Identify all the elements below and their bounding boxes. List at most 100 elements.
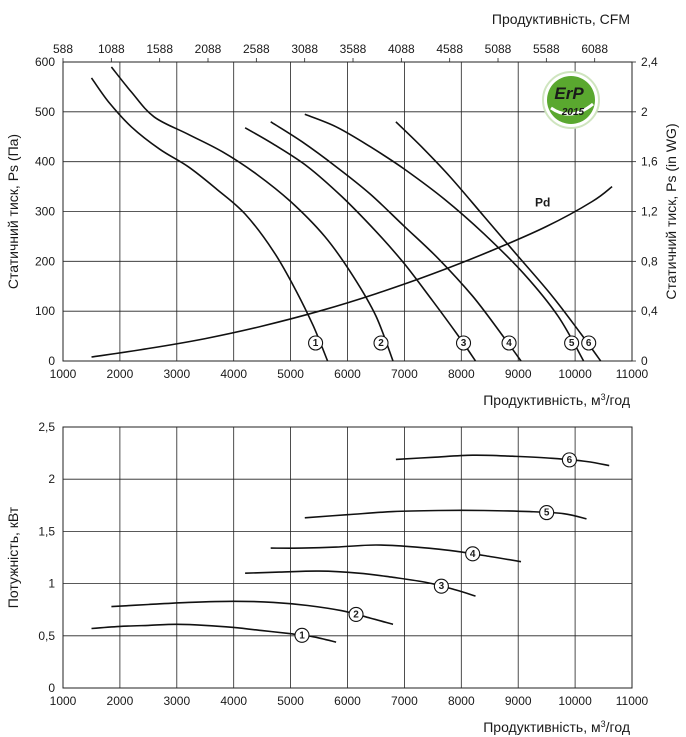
x-axis-title: Продуктивність, м3/год — [483, 392, 630, 408]
x-tick-label: 1000 — [50, 694, 77, 708]
x-tick-label: 9000 — [505, 694, 532, 708]
plot-frame — [62, 426, 633, 689]
y2-tick-label: 1,2 — [641, 205, 658, 219]
curve-marker-circle — [561, 452, 577, 468]
curve-marker-label: 3 — [439, 581, 445, 592]
x-tick-label: 3000 — [163, 694, 190, 708]
y-axis-title: Потужність, кВт — [5, 506, 21, 608]
series-curve-5 — [304, 509, 587, 520]
x-tick-label: 9000 — [505, 367, 532, 381]
y2-tick-label: 1,6 — [641, 155, 658, 169]
curve-marker-circle — [433, 578, 449, 594]
y-tick-label: 1,5 — [38, 524, 55, 538]
x-tick-label: 8000 — [448, 694, 475, 708]
curve-marker-6: 6 — [561, 452, 577, 468]
curve-marker-label: 6 — [567, 455, 573, 466]
curve-marker-circle — [539, 505, 555, 521]
x-tick-label: 4000 — [220, 367, 247, 381]
curve-marker-label: 2 — [353, 609, 359, 620]
x-tick-label: 11000 — [616, 694, 649, 708]
curve-marker-label: 2 — [378, 338, 384, 349]
y2-tick-label: 2 — [641, 105, 648, 119]
y2-tick-label: 0 — [641, 354, 648, 368]
curve-marker-label: 1 — [313, 338, 319, 349]
curve-marker-3: 3 — [433, 578, 449, 594]
x-tick-label: 1000 — [50, 367, 77, 381]
curve-marker-label: 1 — [299, 630, 305, 641]
curve-marker-5: 5 — [564, 335, 580, 351]
curve-marker-circle — [294, 627, 310, 643]
series-curve-4 — [270, 544, 522, 563]
curve-marker-label: 5 — [569, 338, 575, 349]
x2-tick-label: 2088 — [195, 42, 222, 56]
power-chart: 1000 2000 3000 4000 5000 6000 7000 8000 9000 1000… — [5, 420, 649, 735]
x-tick-label: 6000 — [334, 694, 361, 708]
x-tick-label: 7000 — [391, 694, 418, 708]
x2-tick-label: 6088 — [581, 42, 608, 56]
curve-marker-1: 1 — [294, 627, 310, 643]
series-curve-4 — [270, 121, 522, 362]
x2-tick-label: 1088 — [98, 42, 125, 56]
series-curve-Pd — [91, 185, 613, 358]
x-tick-label: 10000 — [558, 367, 592, 381]
x-tick-label: 7000 — [391, 367, 418, 381]
x2-tick-label: 2588 — [243, 42, 270, 56]
pressure-chart: 1000 2000 3000 4000 5000 6000 7000 8000 9000 1000… — [5, 11, 679, 408]
y-tick-label: 0 — [48, 354, 55, 368]
x2-tick-label: 4088 — [388, 42, 415, 56]
y2-tick-label: 2,4 — [641, 55, 658, 69]
series-curve-2 — [110, 66, 394, 362]
x-tick-label: 5000 — [277, 694, 304, 708]
x-tick-label: 10000 — [558, 694, 592, 708]
series-curve-6 — [395, 121, 602, 362]
curve-marker-circle — [373, 335, 389, 351]
y-tick-label: 0,5 — [38, 629, 55, 643]
y2-axis-title: Статичний тиск, Ps (in WG) — [663, 123, 679, 299]
y-tick-label: 300 — [35, 205, 55, 219]
curve-marker-label: 5 — [544, 508, 550, 519]
x2-tick-label: 1588 — [146, 42, 173, 56]
series-curve-3 — [245, 570, 476, 597]
x-tick-label: 11000 — [616, 367, 649, 381]
plot-frame — [62, 61, 633, 362]
x-tick-label: 4000 — [220, 694, 247, 708]
x2-tick-label: 5088 — [485, 42, 512, 56]
x-tick-label: 2000 — [107, 367, 134, 381]
y-tick-label: 1 — [48, 577, 55, 591]
y-tick-label: 600 — [35, 55, 55, 69]
y2-tick-label: 0,8 — [641, 254, 658, 268]
curve-marker-circle — [308, 335, 324, 351]
x2-tick-label: 3588 — [340, 42, 367, 56]
curve-marker-label: 3 — [461, 338, 467, 349]
x-tick-label: 6000 — [334, 367, 361, 381]
series-curve-5 — [304, 113, 585, 362]
series-curve-3 — [244, 127, 477, 362]
series-curve-6 — [395, 454, 610, 467]
y-axis-title: Статичний тиск, Ps (Па) — [5, 134, 21, 289]
curve-marker-2: 2 — [373, 335, 389, 351]
x-tick-label: 5000 — [277, 367, 304, 381]
curve-marker-label: 4 — [506, 338, 512, 349]
x2-axis-title: Продуктивність, CFM — [492, 11, 630, 27]
x2-tick-label: 3088 — [291, 42, 318, 56]
curve-marker-circle — [501, 335, 517, 351]
curve-marker-circle — [465, 546, 481, 562]
curve-marker-5: 5 — [539, 505, 555, 521]
curve-marker-3: 3 — [455, 335, 472, 351]
x2-tick-label: 588 — [53, 42, 73, 56]
erp-badge-title: ErP — [554, 84, 584, 103]
y-tick-label: 200 — [35, 254, 55, 268]
curve-marker-4: 4 — [501, 335, 517, 351]
y-tick-label: 100 — [35, 304, 55, 318]
x-axis-title: Продуктивність, м3/год — [483, 719, 630, 735]
curve-marker-label: 4 — [470, 549, 476, 560]
y-tick-label: 400 — [35, 155, 55, 169]
erp-badge-swoosh — [550, 102, 594, 116]
y-tick-label: 500 — [35, 105, 55, 119]
curve-marker-circle — [581, 335, 597, 351]
series-curve-1 — [90, 77, 329, 362]
curve-marker-1: 1 — [308, 335, 324, 351]
curve-marker-circle — [564, 335, 580, 351]
erp-2015-badge: ErP 2015 — [542, 71, 600, 129]
